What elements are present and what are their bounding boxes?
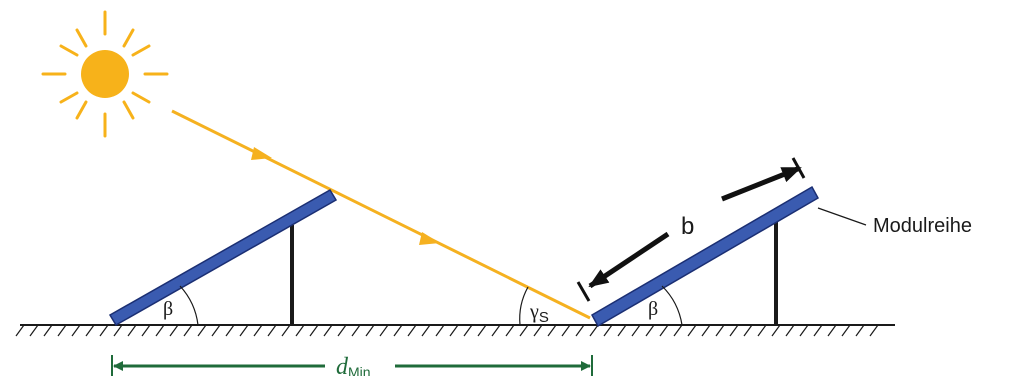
sun-ray	[171, 109, 591, 320]
tilt-angle-right-label: β	[648, 298, 658, 320]
tilt-angle-arc-left	[179, 285, 199, 326]
sun-elevation-angle: γS	[519, 286, 549, 326]
module-length-label: b	[681, 213, 694, 240]
tilt-angle-arc-right	[661, 285, 683, 326]
module-row-right: β	[590, 185, 820, 328]
tilt-angle-left-label: β	[163, 298, 173, 320]
module-row-left: β	[108, 188, 338, 327]
module-length-dimension: b	[576, 157, 806, 302]
sun-icon	[41, 10, 169, 138]
solar-panel-right	[590, 185, 820, 328]
solar-panel-left	[108, 188, 338, 327]
sun-elevation-subscript: S	[539, 309, 549, 326]
ground	[15, 324, 895, 337]
minimum-distance-label: dMin	[336, 354, 371, 376]
sun-elevation-label: γS	[529, 301, 549, 326]
minimum-distance-dimension: dMin	[111, 354, 593, 376]
module-row-label: Modulreihe	[873, 215, 972, 237]
module-row-callout: Modulreihe	[817, 207, 972, 237]
minimum-distance-subscript: Min	[348, 364, 371, 376]
